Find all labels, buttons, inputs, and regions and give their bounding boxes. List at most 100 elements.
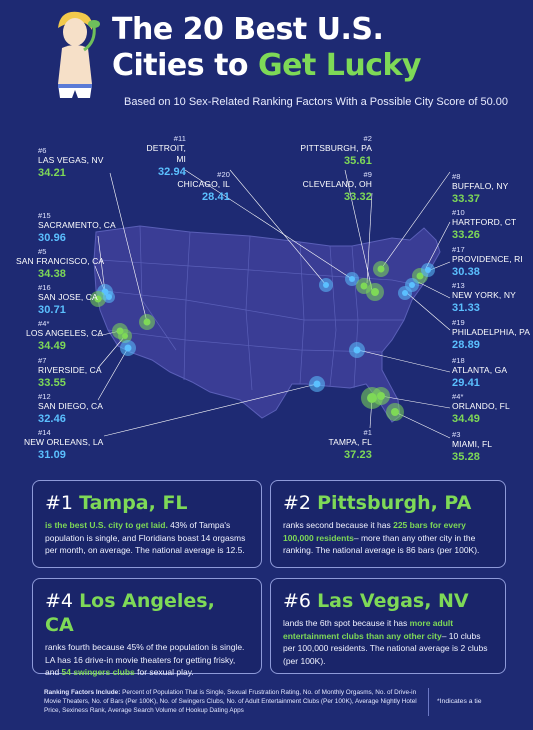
city-label-new-orleans: #14 NEW ORLEANS, LA 31.09: [24, 428, 103, 462]
city-score: 33.37: [452, 193, 481, 205]
card-text: ranks fourth because 45% of the populati…: [45, 642, 245, 677]
city-label-san-jose: #16 SAN JOSE, CA 30.71: [38, 283, 98, 317]
city-score: 34.21: [38, 167, 67, 179]
city-score: 31.33: [452, 302, 481, 314]
city-label-buffalo: #8 BUFFALO, NY 33.37: [452, 172, 508, 206]
city-score: 31.09: [38, 449, 67, 461]
card-text: lands the 6th spot because it has: [283, 618, 410, 628]
page-title: The 20 Best U.S. Cities to Get Lucky: [112, 12, 527, 84]
city-label-atlanta: #18 ATLANTA, GA 29.41: [452, 356, 507, 390]
city-score: 33.55: [38, 377, 67, 389]
city-label-providence: #17 PROVIDENCE, RI 30.38: [452, 245, 523, 279]
city-rank: #14: [38, 428, 51, 437]
city-name: LAS VEGAS, NV: [38, 155, 104, 165]
city-name: ORLANDO, FL: [452, 401, 510, 411]
city-name: SAN JOSE, CA: [38, 292, 98, 302]
card-highlight: is the best U.S. city to get laid.: [45, 520, 168, 530]
city-label-los-angeles: #4* LOS ANGELES, CA 34.49: [26, 319, 103, 353]
city-score: 28.89: [452, 339, 481, 351]
city-rank: #10: [452, 208, 465, 217]
city-name: RIVERSIDE, CA: [38, 365, 102, 375]
city-rank: #15: [38, 211, 51, 220]
city-name: SAN FRANCISCO, CA: [16, 256, 105, 266]
card-highlight: 225 bars for every 100,000 residents: [283, 520, 466, 543]
city-score: 33.32: [343, 191, 372, 203]
city-rank: #18: [452, 356, 465, 365]
card-body: ranks second because it has 225 bars for…: [283, 519, 493, 557]
city-label-pittsburgh: #2 PITTSBURGH, PA 35.61: [296, 134, 372, 168]
city-label-detroit: #11 DETROIT, MI 32.94: [136, 134, 186, 179]
card-city: Los Angeles, CA: [45, 590, 215, 636]
city-rank: #13: [452, 281, 465, 290]
city-rank: #7: [38, 356, 47, 365]
city-score: 35.28: [452, 451, 481, 463]
title-line-2-white: Cities to: [112, 48, 258, 83]
card-los-angeles: #4 Los Angeles, CA ranks fourth because …: [32, 578, 262, 677]
card-rank: #6: [283, 590, 318, 612]
city-rank: #16: [38, 283, 51, 292]
title-line-1: The 20 Best U.S.: [112, 12, 384, 47]
us-map: [90, 169, 451, 439]
city-name: SAN DIEGO, CA: [38, 401, 104, 411]
city-label-cleveland: #9 CLEVELAND, OH 33.32: [290, 170, 372, 204]
card-pittsburgh: #2 Pittsburgh, PA ranks second because i…: [270, 480, 506, 568]
city-rank: #1: [363, 428, 372, 437]
city-rank: #19: [452, 318, 465, 327]
city-rank: #3: [452, 430, 461, 439]
card-highlight: 54 swingers clubs: [61, 667, 135, 677]
city-name: CHICAGO, IL: [177, 179, 230, 189]
city-rank: #20: [217, 170, 230, 179]
city-rank: #6: [38, 146, 47, 155]
card-body: lands the 6th spot because it has more a…: [283, 617, 493, 667]
city-name: LOS ANGELES, CA: [26, 328, 104, 338]
card-title: #2 Pittsburgh, PA: [283, 491, 493, 515]
city-name: PITTSBURGH, PA: [300, 143, 372, 153]
city-score: 33.26: [452, 229, 481, 241]
city-name: PHILADELPHIA, PA: [452, 327, 530, 337]
city-label-orlando: #4* ORLANDO, FL 34.49: [452, 392, 510, 426]
card-highlight: more adult entertainment clubs than any …: [283, 618, 454, 641]
city-name: SACRAMENTO, CA: [38, 220, 116, 230]
city-rank: #9: [363, 170, 372, 179]
factors-text: Percent of Population That is Single, Se…: [44, 689, 417, 714]
city-rank: #12: [38, 392, 51, 401]
city-label-san-diego: #12 SAN DIEGO, CA 32.46: [38, 392, 103, 426]
city-name: DETROIT, MI: [146, 143, 186, 164]
card-las-vegas: #6 Las Vegas, NV lands the 6th spot beca…: [270, 578, 506, 674]
card-rank: #4: [45, 590, 80, 612]
city-name: NEW YORK, NY: [452, 290, 516, 300]
city-rank: #4*: [38, 319, 50, 328]
city-name: TAMPA, FL: [328, 437, 372, 447]
leader-lines: [94, 169, 451, 439]
card-rank: #1: [45, 492, 80, 514]
card-text: for sexual play.: [134, 667, 194, 677]
city-name: CLEVELAND, OH: [302, 179, 372, 189]
ranking-factors: Ranking Factors Include: Percent of Popu…: [44, 688, 424, 715]
card-text: – 10 clubs per 100,000 residents. The na…: [283, 630, 488, 666]
title-line-2-accent: Get Lucky: [257, 48, 422, 83]
card-text: – more than any other city in the rankin…: [283, 532, 480, 556]
city-score: 29.41: [452, 377, 481, 389]
city-label-riverside: #7 RIVERSIDE, CA 33.55: [38, 356, 102, 390]
city-label-tampa: #1 TAMPA, FL 37.23: [322, 428, 372, 462]
city-name: HARTFORD, CT: [452, 217, 517, 227]
card-tampa: #1 Tampa, FL is the best U.S. city to ge…: [32, 480, 262, 568]
city-name: ATLANTA, GA: [452, 365, 508, 375]
city-rank: #4*: [452, 392, 464, 401]
card-title: #1 Tampa, FL: [45, 491, 249, 515]
card-city: Tampa, FL: [79, 492, 188, 514]
city-name: NEW ORLEANS, LA: [24, 437, 104, 447]
city-name: MIAMI, FL: [452, 439, 493, 449]
card-text: ranks second because it has: [283, 520, 394, 530]
tie-note: *Indicates a tie: [437, 698, 482, 705]
card-city: Pittsburgh, PA: [317, 492, 472, 514]
card-body: ranks fourth because 45% of the populati…: [45, 641, 249, 679]
city-label-new-york: #13 NEW YORK, NY 31.33: [452, 281, 516, 315]
city-score: 37.23: [343, 449, 372, 461]
city-score: 30.71: [38, 304, 67, 316]
card-text: 43% of Tampa's population is single, and…: [45, 520, 246, 555]
city-score: 34.38: [38, 268, 67, 280]
city-rank: #11: [173, 134, 186, 143]
city-markers: [90, 261, 435, 421]
city-name: BUFFALO, NY: [452, 181, 509, 191]
